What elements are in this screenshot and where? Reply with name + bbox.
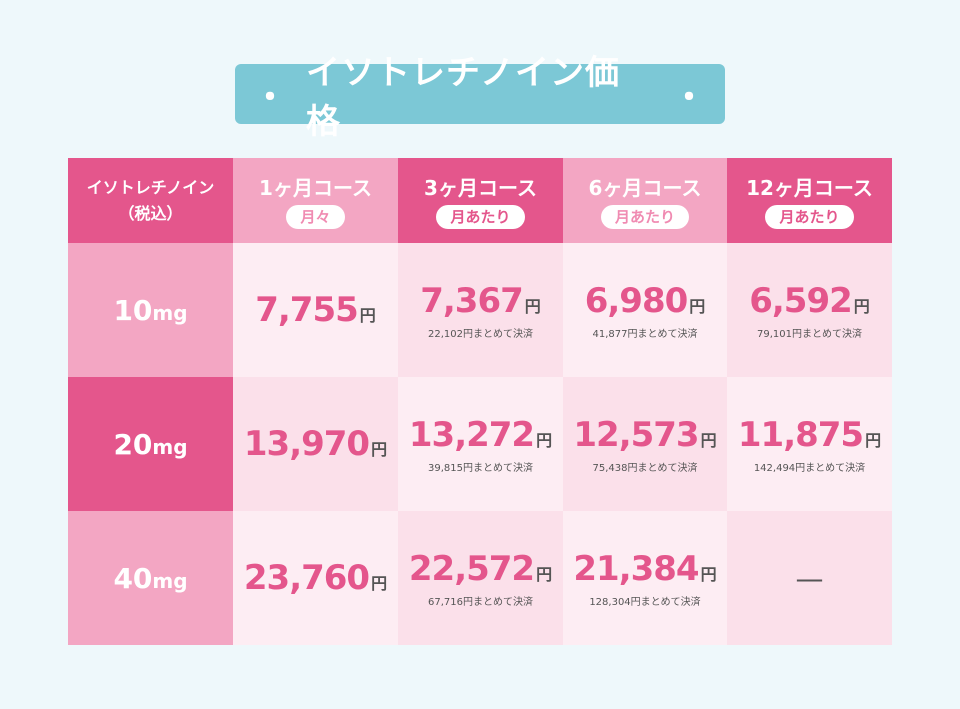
course-name: 12ヶ月コース <box>746 176 873 200</box>
price-cell: 13,970 円 <box>233 377 398 511</box>
total-payment: 39,815円まとめて決済 <box>428 462 533 474</box>
yen-label: 円 <box>524 296 541 316</box>
yen-label: 円 <box>689 296 706 316</box>
header-course-6m: 6ヶ月コース 月あたり <box>563 158 727 243</box>
dose-unit: mg <box>152 300 188 325</box>
yen-label: 円 <box>536 430 553 450</box>
dose-unit: mg <box>152 568 188 593</box>
header-course-1m: 1ヶ月コース 月々 <box>233 158 398 243</box>
total-payment: 128,304円まとめて決済 <box>589 596 701 608</box>
price-cell: 7,367 円 22,102円まとめて決済 <box>398 243 563 377</box>
title-dot-left: ・ <box>253 77 288 118</box>
course-pill: 月あたり <box>765 205 854 229</box>
corner-tax-label: （税込） <box>118 203 183 223</box>
dose-unit: mg <box>152 434 188 459</box>
page-title: ・ イソトレチノイン価格 ・ <box>235 53 725 142</box>
header-corner: イソトレチノイン （税込） <box>68 158 233 243</box>
price-value: 7,755 <box>255 290 359 330</box>
price-value: 21,384 <box>573 548 699 589</box>
yen-label: 円 <box>359 306 376 325</box>
yen-label: 円 <box>865 430 882 450</box>
price-value: 7,367 <box>420 280 524 321</box>
row-label-10mg: 10mg <box>68 243 233 377</box>
yen-label: 円 <box>700 564 717 584</box>
row-label-40mg: 40mg <box>68 511 233 645</box>
dose-value: 20 <box>113 427 153 461</box>
corner-label: イソトレチノイン <box>86 177 215 197</box>
row-label-20mg: 20mg <box>68 377 233 511</box>
yen-label: 円 <box>371 440 388 459</box>
yen-label: 円 <box>853 296 870 316</box>
course-name: 1ヶ月コース <box>259 176 372 200</box>
price-cell: 21,384 円 128,304円まとめて決済 <box>563 511 727 645</box>
dose-value: 40 <box>113 561 153 595</box>
price-value: 6,592 <box>749 280 853 321</box>
total-payment: 41,877円まとめて決済 <box>592 328 698 340</box>
total-payment: 79,101円まとめて決済 <box>757 328 862 340</box>
price-cell: 7,755 円 <box>233 243 398 377</box>
price-table: イソトレチノイン （税込） 1ヶ月コース 月々 3ヶ月コース 月あたり 6ヶ月コ… <box>68 158 892 645</box>
course-name: 6ヶ月コース <box>588 176 702 200</box>
price-cell: 11,875 円 142,494円まとめて決済 <box>727 377 892 511</box>
header-course-3m: 3ヶ月コース 月あたり <box>398 158 563 243</box>
price-cell: 13,272 円 39,815円まとめて決済 <box>398 377 563 511</box>
unavailable-dash: — <box>795 561 824 595</box>
total-payment: 75,438円まとめて決済 <box>592 462 698 474</box>
price-value: 23,760 <box>243 558 370 598</box>
total-payment: 67,716円まとめて決済 <box>428 596 533 608</box>
price-cell: 6,980 円 41,877円まとめて決済 <box>563 243 727 377</box>
price-cell: 23,760 円 <box>233 511 398 645</box>
price-value: 12,573 <box>573 414 699 455</box>
yen-label: 円 <box>536 564 553 584</box>
total-payment: 22,102円まとめて決済 <box>428 328 533 340</box>
course-pill: 月々 <box>286 205 345 229</box>
price-value: 11,875 <box>737 414 864 455</box>
course-name: 3ヶ月コース <box>424 176 537 200</box>
price-value: 13,272 <box>408 414 535 455</box>
price-cell: 6,592 円 79,101円まとめて決済 <box>727 243 892 377</box>
title-dot-right: ・ <box>672 77 707 118</box>
price-value: 13,970 <box>243 424 370 464</box>
course-pill: 月あたり <box>600 205 689 229</box>
price-cell-unavailable: — <box>727 511 892 645</box>
price-cell: 22,572 円 67,716円まとめて決済 <box>398 511 563 645</box>
dose-value: 10 <box>113 293 153 327</box>
price-value: 6,980 <box>584 280 689 321</box>
title-text: イソトレチノイン価格 <box>306 53 620 142</box>
total-payment: 142,494円まとめて決済 <box>753 462 866 474</box>
yen-label: 円 <box>700 430 717 450</box>
header-course-12m: 12ヶ月コース 月あたり <box>727 158 892 243</box>
price-value: 22,572 <box>408 548 535 589</box>
course-pill: 月あたり <box>436 205 525 229</box>
yen-label: 円 <box>371 574 388 593</box>
price-cell: 12,573 円 75,438円まとめて決済 <box>563 377 727 511</box>
